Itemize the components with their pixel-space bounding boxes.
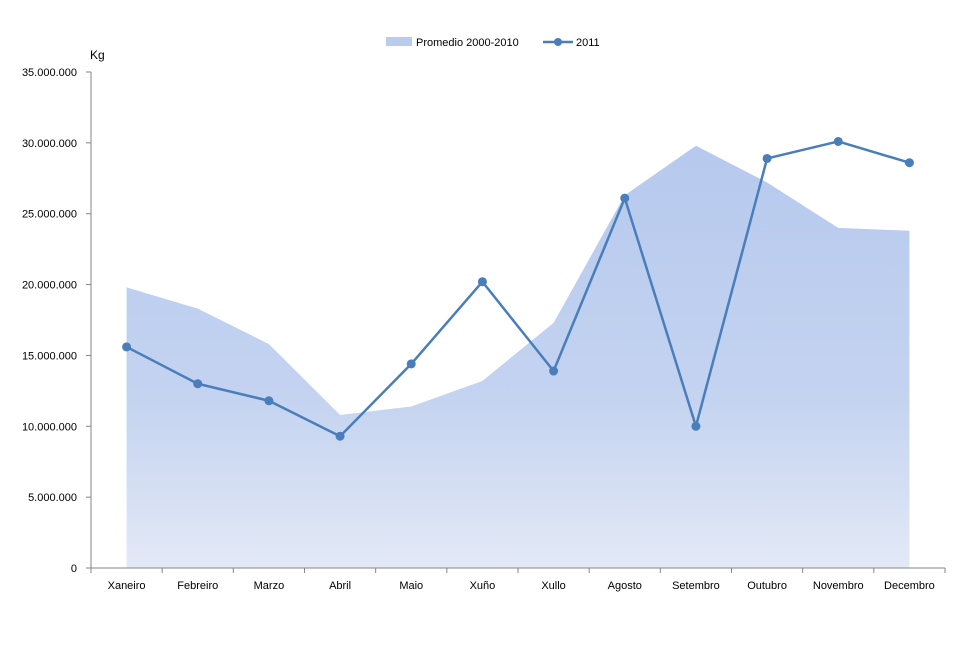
x-tick-label: Xuño <box>470 580 496 592</box>
x-tick-label: Xaneiro <box>108 580 146 592</box>
y-tick-label: 0 <box>71 563 77 575</box>
area-series-promedio <box>126 145 910 569</box>
y-tick-label: 25.000.000 <box>22 209 77 221</box>
line-series-2011 <box>126 140 910 438</box>
line-series-layer <box>122 136 914 441</box>
x-tick-label: Febreiro <box>177 580 218 592</box>
y-tick-label: 35.000.000 <box>22 67 77 79</box>
x-tick-label: Outubro <box>747 580 787 592</box>
line-point-2011 <box>691 421 701 431</box>
legend-label-line: 2011 <box>576 37 600 49</box>
x-tick-label: Decembro <box>884 580 935 592</box>
x-tick-label: Maio <box>399 580 423 592</box>
line-point-2011 <box>477 277 487 287</box>
line-point-2011 <box>762 153 772 163</box>
legend: Promedio 2000-2010 2011 <box>386 37 600 49</box>
line-point-2011 <box>193 379 203 389</box>
legend-label-area: Promedio 2000-2010 <box>416 37 519 49</box>
y-tick-label: 30.000.000 <box>22 138 77 150</box>
y-axis-unit-label: Kg <box>90 48 105 62</box>
x-tick-label: Marzo <box>254 580 285 592</box>
line-point-2011 <box>904 158 914 168</box>
y-tick-label: 15.000.000 <box>22 350 77 362</box>
legend-swatch-marker <box>554 38 562 46</box>
y-axis-ticks: 0 5.000.000 10.000.000 15.000.000 20.000.000… <box>22 67 91 575</box>
x-tick-label: Abril <box>329 580 351 592</box>
y-tick-label: 5.000.000 <box>28 492 77 504</box>
y-tick-label: 10.000.000 <box>22 421 77 433</box>
x-tick-label: Novembro <box>813 580 864 592</box>
line-point-2011 <box>833 136 843 146</box>
x-tick-label: Setembro <box>672 580 720 592</box>
x-tick-label: Agosto <box>608 580 642 592</box>
x-tick-label: Xullo <box>541 580 565 592</box>
line-point-2011 <box>406 359 416 369</box>
legend-swatch-area <box>386 37 412 46</box>
line-point-2011 <box>335 431 345 441</box>
line-point-2011 <box>620 193 630 203</box>
line-point-2011 <box>549 366 559 376</box>
area-series-layer <box>126 145 910 569</box>
x-axis-ticks: Xaneiro Febreiro Marzo Abril Maio Xuño Xullo Ag… <box>90 568 946 592</box>
line-point-2011 <box>122 342 132 352</box>
line-point-2011 <box>264 396 274 406</box>
y-tick-label: 20.000.000 <box>22 280 77 292</box>
